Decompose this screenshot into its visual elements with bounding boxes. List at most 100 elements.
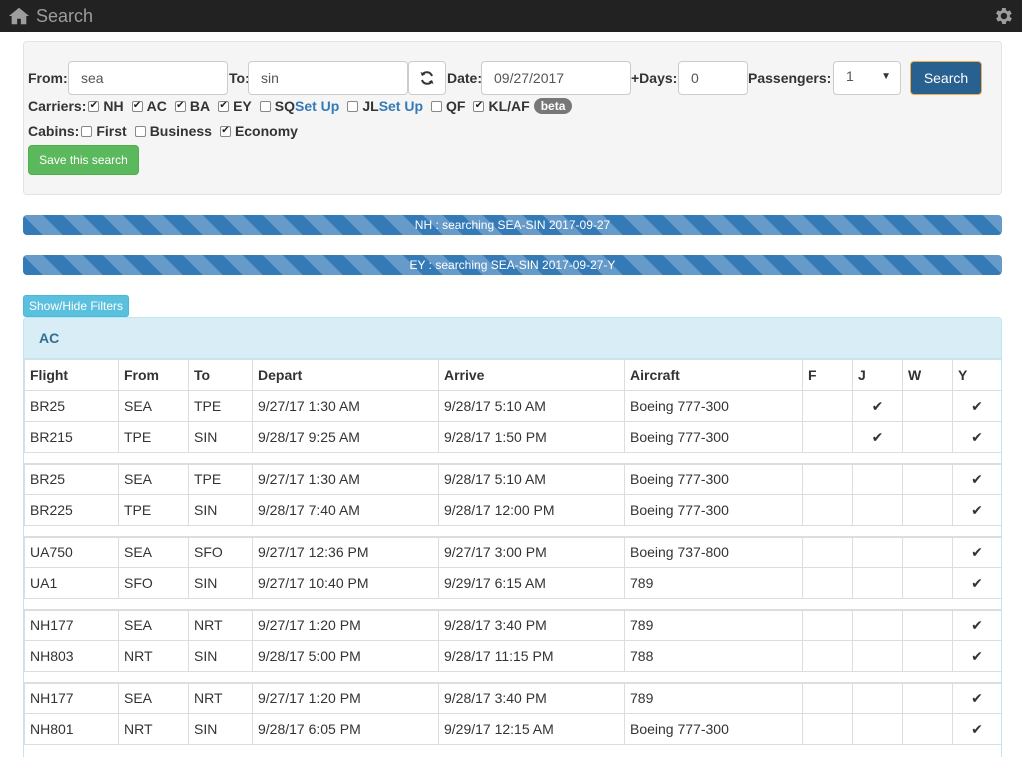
table-row[interactable]: NH803 NRT SIN 9/28/17 5:00 PM 9/28/17 11:15 … bbox=[24, 640, 1001, 672]
checkmark-icon: ✔ bbox=[971, 428, 983, 445]
column-header[interactable]: Arrive bbox=[438, 359, 625, 391]
cell-arrive: 9/28/17 3:40 PM bbox=[438, 681, 625, 714]
carrier-checkbox[interactable] bbox=[347, 100, 359, 112]
checkmark-icon: ✔ bbox=[971, 397, 983, 414]
cell-aircraft: Boeing 777-300 bbox=[624, 494, 803, 526]
gear-icon[interactable] bbox=[992, 5, 1014, 27]
cell-to: NRT bbox=[188, 681, 253, 714]
search-button[interactable]: Search bbox=[910, 61, 982, 95]
column-header[interactable]: Aircraft bbox=[624, 359, 803, 391]
group-spacer bbox=[24, 525, 1001, 537]
cell-flight: BR25 bbox=[24, 390, 119, 422]
column-header[interactable]: To bbox=[188, 359, 253, 391]
carrier-label: QF bbox=[446, 98, 466, 114]
home-link[interactable]: Search bbox=[8, 6, 93, 27]
column-header[interactable]: From bbox=[118, 359, 189, 391]
cell-to: TPE bbox=[188, 390, 253, 422]
results-panel: AC Flight From To Depart Arrive Aircraft F J W Y … bbox=[23, 317, 1002, 757]
checkmark-icon: ✔ bbox=[971, 543, 983, 560]
date-input[interactable]: 09/27/2017 bbox=[481, 61, 631, 95]
carrier-option-ba: ✔ BA bbox=[173, 98, 210, 114]
group-spacer bbox=[24, 598, 1001, 610]
beta-badge: beta bbox=[533, 98, 573, 114]
column-header[interactable]: Depart bbox=[252, 359, 439, 391]
cell-to: SIN bbox=[188, 640, 253, 672]
checkmark-icon: ✔ bbox=[971, 647, 983, 664]
cabin-checkbox[interactable] bbox=[134, 125, 146, 137]
cell-depart: 9/27/17 1:20 PM bbox=[252, 681, 439, 714]
cell-cabin-f bbox=[802, 421, 853, 453]
cabin-checkbox[interactable] bbox=[81, 125, 93, 137]
home-icon bbox=[8, 7, 30, 25]
carrier-label: JL bbox=[362, 98, 379, 114]
carrier-checkbox[interactable]: ✔ bbox=[174, 100, 186, 112]
to-input[interactable]: sin bbox=[248, 61, 408, 95]
cell-from: SEA bbox=[118, 535, 189, 568]
from-input[interactable]: sea bbox=[68, 61, 228, 95]
passengers-value: 1 bbox=[846, 68, 854, 84]
cell-arrive: 9/28/17 11:15 PM bbox=[438, 640, 625, 672]
carrier-setup-link[interactable]: Set Up bbox=[378, 98, 424, 114]
cell-cabin-w bbox=[902, 681, 953, 714]
cell-cabin-y: ✔ bbox=[952, 640, 1001, 672]
cell-to: SIN bbox=[188, 494, 253, 526]
cell-from: SEA bbox=[118, 681, 189, 714]
cell-to: SIN bbox=[188, 421, 253, 453]
cell-from: TPE bbox=[118, 421, 189, 453]
table-row[interactable]: BR25 SEA TPE 9/27/17 1:30 AM 9/28/17 5:10 AM… bbox=[24, 390, 1001, 422]
cell-depart: 9/27/17 10:40 PM bbox=[252, 567, 439, 599]
passengers-select[interactable]: 1 ▼ bbox=[833, 61, 901, 95]
carrier-checkbox[interactable]: ✔ bbox=[473, 100, 485, 112]
save-search-button[interactable]: Save this search bbox=[28, 145, 139, 175]
results-carrier-heading: AC bbox=[24, 318, 1001, 359]
cell-arrive: 9/28/17 1:50 PM bbox=[438, 421, 625, 453]
cell-to: SFO bbox=[188, 535, 253, 568]
spacer-cell bbox=[24, 671, 1001, 683]
table-header-row: Flight From To Depart Arrive Aircraft F J W Y bbox=[24, 359, 1001, 391]
column-header[interactable]: Flight bbox=[24, 359, 119, 391]
table-row[interactable]: NH801 NRT SIN 9/28/17 6:05 PM 9/29/17 12:15 … bbox=[24, 713, 1001, 745]
carrier-label: SQ bbox=[274, 98, 295, 114]
column-header[interactable]: J bbox=[852, 359, 903, 391]
table-row[interactable]: UA750 SEA SFO 9/27/17 12:36 PM 9/27/17 3:00 … bbox=[24, 535, 1001, 568]
column-header[interactable]: Y bbox=[952, 359, 1001, 391]
cell-depart: 9/28/17 9:25 AM bbox=[252, 421, 439, 453]
carrier-checkbox[interactable]: ✔ bbox=[131, 100, 143, 112]
table-row[interactable]: BR25 SEA TPE 9/27/17 1:30 AM 9/28/17 5:10 AM… bbox=[24, 462, 1001, 495]
table-row[interactable]: NH177 SEA NRT 9/27/17 1:20 PM 9/28/17 3:40 P… bbox=[24, 608, 1001, 641]
table-row[interactable]: BR225 TPE SIN 9/28/17 7:40 AM 9/28/17 12:00 … bbox=[24, 494, 1001, 526]
cell-arrive: 9/28/17 5:10 AM bbox=[438, 462, 625, 495]
cell-cabin-f bbox=[802, 535, 853, 568]
column-header[interactable]: W bbox=[902, 359, 953, 391]
days-input[interactable]: 0 bbox=[678, 61, 748, 95]
column-header[interactable]: F bbox=[802, 359, 853, 391]
carrier-checkbox[interactable]: ✔ bbox=[218, 100, 230, 112]
carriers-label: Carriers: bbox=[28, 98, 87, 114]
carrier-checkbox[interactable] bbox=[259, 100, 271, 112]
cell-cabin-j: ✔ bbox=[852, 390, 903, 422]
cell-aircraft: 789 bbox=[624, 567, 803, 599]
carrier-checkbox[interactable] bbox=[431, 100, 443, 112]
table-row[interactable]: BR215 TPE SIN 9/28/17 9:25 AM 9/28/17 1:50 P… bbox=[24, 421, 1001, 453]
cell-aircraft: Boeing 777-300 bbox=[624, 390, 803, 422]
cell-cabin-y: ✔ bbox=[952, 421, 1001, 453]
cell-cabin-y: ✔ bbox=[952, 462, 1001, 495]
cell-arrive: 9/29/17 6:15 AM bbox=[438, 567, 625, 599]
carrier-setup-link[interactable]: Set Up bbox=[295, 98, 340, 114]
cell-cabin-f bbox=[802, 713, 853, 745]
swap-button[interactable] bbox=[408, 61, 446, 95]
checkmark-icon: ✔ bbox=[971, 574, 983, 591]
cell-arrive: 9/28/17 3:40 PM bbox=[438, 608, 625, 641]
cell-flight: BR215 bbox=[24, 421, 119, 453]
cell-cabin-f bbox=[802, 462, 853, 495]
table-row[interactable]: NH177 SEA NRT 9/27/17 1:20 PM 9/28/17 3:40 P… bbox=[24, 681, 1001, 714]
toggle-filters-button[interactable]: Show/Hide Filters bbox=[23, 295, 129, 317]
cell-cabin-f bbox=[802, 494, 853, 526]
cabin-checkbox[interactable]: ✔ bbox=[219, 125, 231, 137]
checkmark-icon: ✔ bbox=[971, 470, 983, 487]
cell-cabin-y: ✔ bbox=[952, 494, 1001, 526]
group-spacer bbox=[24, 452, 1001, 464]
table-row[interactable]: UA1 SFO SIN 9/27/17 10:40 PM 9/29/17 6:15 AM… bbox=[24, 567, 1001, 599]
carrier-checkbox[interactable]: ✔ bbox=[88, 100, 100, 112]
to-label: To: bbox=[229, 70, 250, 86]
